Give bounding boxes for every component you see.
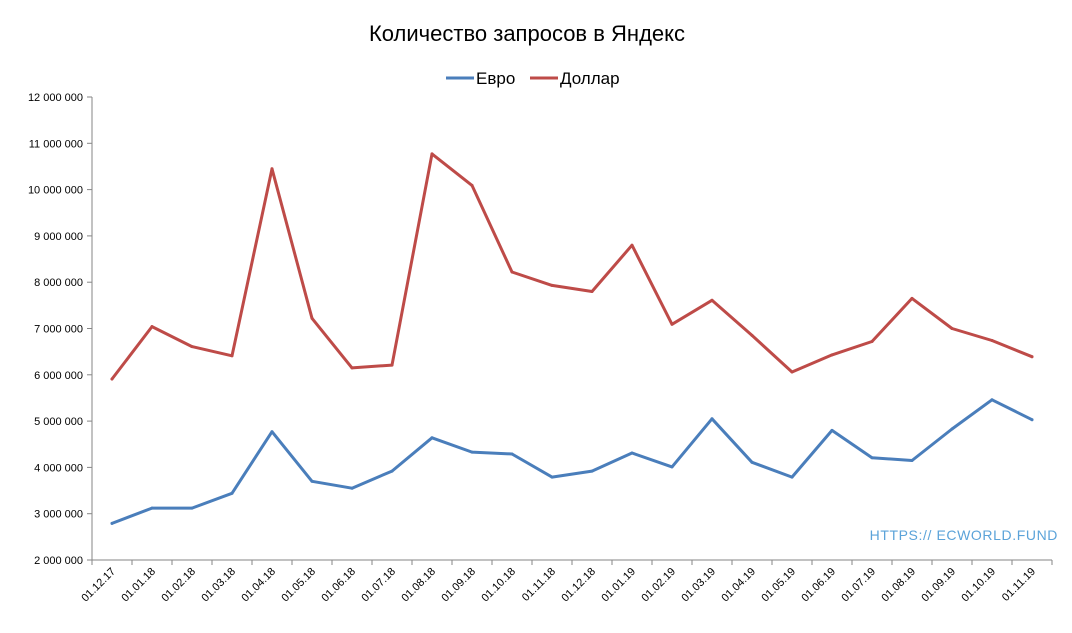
data-point (150, 325, 154, 329)
data-point (630, 243, 634, 247)
data-point (470, 450, 474, 454)
data-point (1030, 355, 1034, 359)
x-tick-label: 01.12.17 (79, 566, 118, 605)
x-tick-label: 01.10.18 (479, 566, 518, 605)
data-point (430, 152, 434, 156)
data-point (750, 460, 754, 464)
data-point (950, 327, 954, 330)
data-point (910, 459, 914, 462)
data-point (230, 491, 234, 495)
legend-label-euro: Евро (476, 69, 515, 88)
y-axis-tick-labels: 2 000 000 3 000 000 4 000 000 5 000 000 6 00… (28, 92, 83, 567)
chart-title: Количество запросов в Яндекс (369, 21, 685, 46)
watermark: HTTPS:// ECWORLD.FUND (870, 527, 1058, 543)
data-point (350, 486, 354, 490)
data-point (870, 456, 874, 460)
data-point (470, 183, 474, 187)
data-point (230, 354, 234, 358)
x-tick-label: 01.03.19 (679, 566, 718, 605)
series-line-euro (110, 398, 1034, 525)
x-tick-label: 01.02.19 (639, 566, 678, 605)
data-point (710, 298, 714, 302)
data-point (590, 290, 594, 293)
x-tick-label: 01.04.18 (239, 566, 278, 605)
x-tick-label: 01.08.18 (399, 566, 438, 605)
data-point (550, 283, 554, 287)
data-point (270, 167, 274, 171)
y-tick-label: 11 000 000 (29, 138, 83, 150)
data-point (990, 339, 994, 342)
data-point (270, 430, 274, 434)
x-tick-label: 01.04.19 (719, 566, 758, 605)
data-point (510, 270, 514, 274)
data-point (110, 377, 114, 381)
x-tick-label: 01.07.19 (839, 566, 878, 605)
y-tick-label: 8 000 000 (34, 277, 83, 289)
data-point (430, 436, 434, 440)
data-point (790, 370, 794, 374)
data-point (110, 521, 114, 525)
legend-label-dollar: Доллар (560, 69, 620, 88)
data-point (950, 427, 954, 431)
data-point (190, 506, 194, 510)
x-tick-label: 01.05.18 (279, 566, 318, 605)
x-tick-label: 01.06.18 (319, 566, 358, 605)
x-tick-label: 01.08.19 (879, 566, 918, 605)
x-tick-label: 01.11.18 (520, 566, 558, 604)
data-point (1030, 418, 1034, 422)
y-tick-label: 6 000 000 (34, 370, 83, 382)
data-point (630, 451, 634, 455)
data-point (710, 417, 714, 421)
y-tick-label: 4 000 000 (34, 462, 83, 474)
x-tick-label: 01.12.18 (559, 566, 598, 605)
data-point (190, 345, 194, 349)
x-tick-label: 01.02.18 (159, 566, 198, 605)
x-tick-label: 01.09.19 (919, 566, 958, 605)
axes (87, 96, 1053, 565)
data-point (790, 475, 794, 479)
y-tick-label: 3 000 000 (34, 509, 83, 521)
legend: Евро Доллар (446, 69, 620, 88)
data-point (830, 353, 834, 357)
x-tick-label: 01.07.18 (359, 566, 398, 605)
data-point (550, 475, 554, 479)
x-tick-label: 01.01.19 (599, 566, 638, 605)
data-point (750, 333, 754, 337)
x-tick-label: 01.01.18 (119, 566, 158, 605)
data-point (350, 366, 354, 370)
y-tick-label: 2 000 000 (34, 555, 83, 567)
x-tick-label: 01.03.18 (199, 566, 238, 605)
data-point (390, 363, 394, 367)
y-tick-label: 10 000 000 (28, 185, 83, 197)
x-tick-label: 01.05.19 (759, 566, 798, 605)
data-point (990, 398, 994, 402)
data-point (310, 316, 314, 320)
y-tick-label: 7 000 000 (34, 324, 83, 336)
data-point (310, 479, 314, 483)
data-point (390, 469, 394, 473)
y-tick-label: 5 000 000 (34, 416, 83, 428)
data-point (830, 428, 834, 432)
x-tick-label: 01.11.19 (1000, 566, 1038, 604)
data-point (910, 296, 914, 300)
data-point (870, 340, 874, 343)
y-tick-label: 12 000 000 (28, 92, 83, 104)
x-tick-label: 01.06.19 (799, 566, 838, 605)
series-layer (110, 152, 1034, 525)
data-point (510, 452, 514, 456)
series-line-dollar (110, 152, 1034, 381)
data-point (590, 469, 594, 473)
x-axis-tick-labels: 01.12.17 01.01.18 01.02.18 01.03.18 01.04.18… (79, 566, 1038, 605)
x-tick-label: 01.10.19 (959, 566, 998, 605)
data-point (150, 506, 154, 510)
data-point (670, 465, 674, 469)
y-tick-label: 9 000 000 (34, 231, 83, 243)
data-point (670, 322, 674, 326)
x-tick-label: 01.09.18 (439, 566, 478, 605)
